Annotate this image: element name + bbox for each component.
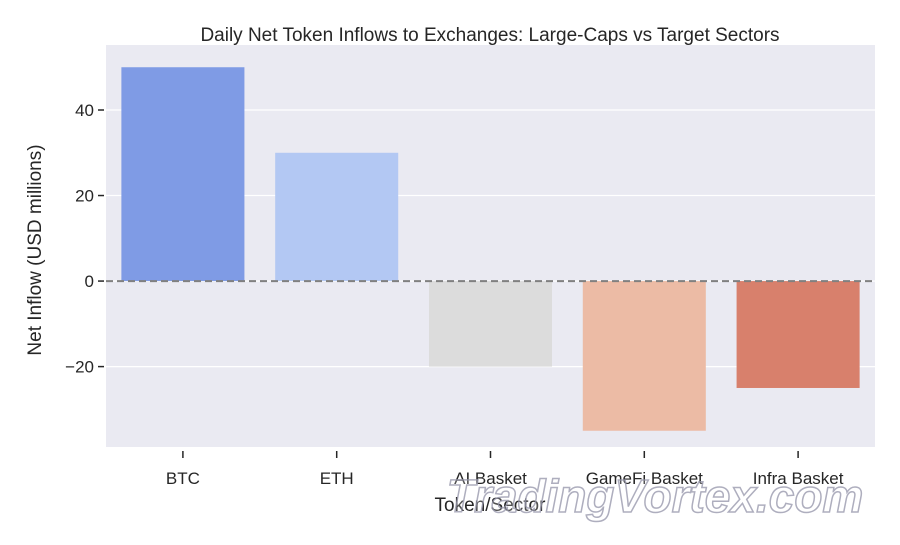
x-axis-ticks: BTC ETH AI Basket GameFi Basket Infra Basket: [166, 451, 844, 488]
x-tick-label: BTC: [166, 469, 200, 488]
bar-eth: [275, 152, 399, 282]
x-tick-label: ETH: [320, 469, 354, 488]
y-axis-ticks: −20 0 20 40: [65, 101, 104, 377]
x-tick-label: GameFi Basket: [586, 469, 703, 488]
y-tick-label: 20: [75, 187, 94, 206]
bar-btc: [121, 67, 245, 282]
bars: [121, 67, 860, 431]
bar-gamefi-basket: [582, 281, 706, 431]
x-tick-label: Infra Basket: [753, 469, 844, 488]
y-tick-label: 0: [85, 272, 94, 291]
chart-title: Daily Net Token Inflows to Exchanges: La…: [200, 25, 779, 46]
watermark-logo: TradingVortex.com: [447, 470, 864, 522]
x-axis-label: Token/Sector: [435, 495, 547, 516]
x-tick-label: AI Basket: [454, 469, 527, 488]
y-axis-label: Net Inflow (USD millions): [25, 144, 46, 355]
bar-infra-basket: [736, 281, 860, 388]
bar-ai-basket: [428, 281, 553, 367]
y-tick-label: −20: [65, 358, 94, 377]
y-tick-label: 40: [75, 101, 94, 120]
